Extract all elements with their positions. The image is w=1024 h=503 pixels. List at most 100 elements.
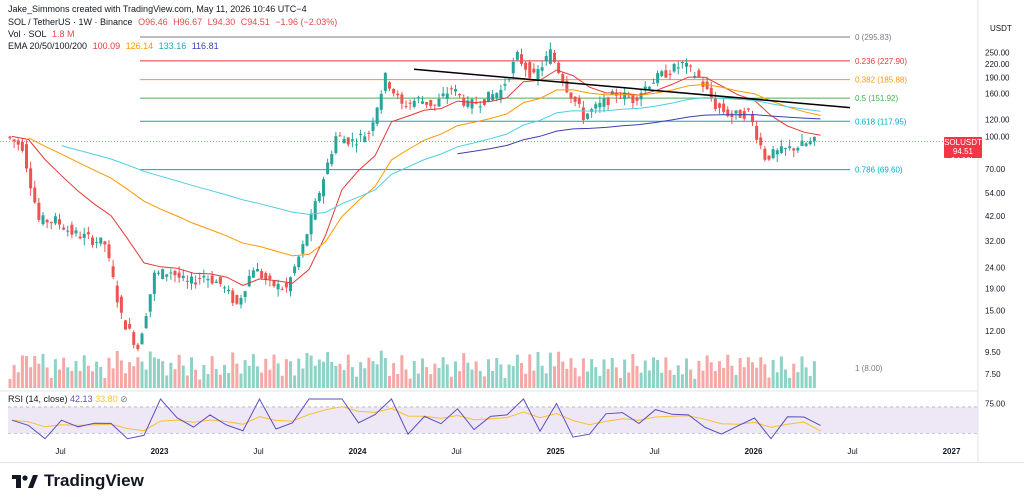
badge-countdown: 6d 10h [950, 156, 976, 165]
volume-bar [322, 361, 325, 388]
volume-bar [25, 356, 28, 388]
price-axis-tick: 42.00 [985, 212, 1006, 221]
volume-bar [664, 357, 668, 388]
price-axis-tick: 54.00 [985, 189, 1006, 198]
candle-body [590, 109, 594, 112]
symbol-legend[interactable]: SOL / TetherUS · 1W · Binance O96.46 H96… [8, 17, 340, 27]
volume-bar [808, 375, 812, 388]
volume-bar [660, 372, 664, 388]
candle-body [478, 106, 482, 108]
volume-bar [705, 355, 709, 388]
time-axis-tick: 2027 [943, 447, 961, 456]
volume-bar [293, 375, 297, 388]
volume-bar [718, 361, 721, 388]
volume-bar [136, 357, 140, 388]
volume-bar [619, 377, 622, 388]
candle-body [759, 137, 763, 146]
volume-bar [449, 376, 453, 388]
volume-bar [289, 361, 292, 388]
candle-body [119, 296, 123, 313]
candle-body [553, 52, 556, 62]
volume-bar [672, 374, 676, 388]
volume-bar [557, 351, 561, 388]
price-pane[interactable]: 0 (295.83) 0.236 (227.90) 0.382 (185.88) 0.… [0, 33, 978, 373]
volume-bar [161, 361, 165, 388]
volume-bar [103, 378, 107, 388]
eye-off-icon[interactable]: ⊘ [120, 394, 128, 404]
rsi-label: RSI (14, close) [8, 394, 68, 404]
volume-bar [350, 367, 354, 388]
volume-bar [367, 357, 371, 388]
candle-body [383, 72, 387, 91]
rsi-ma-value: 33.80 [95, 394, 118, 404]
volume-bar [235, 363, 239, 388]
ohlc-high: H96.67 [173, 17, 203, 27]
chart-canvas[interactable]: 0 (295.83) 0.236 (227.90) 0.382 (185.88) 0.… [0, 0, 1024, 462]
volume-bar [581, 358, 585, 388]
volume-bar [115, 351, 119, 388]
volume-bar [268, 369, 272, 388]
volume-bar [231, 352, 235, 388]
tradingview-logo[interactable]: TradingView [12, 471, 144, 491]
candle-body [767, 155, 771, 160]
volume-bar [421, 358, 424, 388]
ema100-value: 133.16 [158, 41, 187, 51]
candle-body [202, 275, 206, 278]
volume-bar [16, 372, 20, 388]
candle-body [606, 97, 610, 106]
volume-bar [82, 355, 86, 388]
candle-body [293, 266, 297, 274]
candle-body [433, 104, 437, 106]
volume-bar [342, 370, 346, 388]
volume-bar [297, 358, 301, 388]
candle-body [656, 72, 660, 84]
candle-body [317, 192, 321, 201]
candle-body [779, 146, 783, 153]
rsi-legend[interactable]: RSI (14, close) 42.13 33.80 ⊘ [8, 394, 128, 405]
volume-legend[interactable]: Vol · SOL 1.8 M [8, 29, 78, 39]
candle-body [223, 287, 226, 289]
volume-bar [227, 373, 231, 388]
volume-bar [507, 364, 511, 388]
volume-bar [169, 362, 173, 388]
candle-body [639, 93, 643, 100]
volume-bar [404, 369, 408, 388]
candle-body [429, 99, 433, 107]
volume-bar [429, 374, 433, 388]
volume-bar [247, 365, 251, 388]
candle-body [235, 295, 239, 304]
price-axis-tick: 24.00 [985, 263, 1006, 272]
volume-bar [445, 364, 449, 388]
volume-bar [627, 372, 631, 388]
volume-bar [392, 363, 396, 388]
volume-bar [157, 358, 160, 388]
volume-bar [569, 358, 573, 388]
candle-body [660, 71, 664, 77]
volume-bar [792, 363, 796, 388]
candle-body [33, 187, 37, 203]
time-axis[interactable]: Jul 2023 Jul 2024 Jul 2025 Jul 2026 Jul 2027 [55, 447, 961, 456]
volume-bar [437, 367, 441, 388]
price-axis-unit: USDT [990, 24, 1012, 33]
volume-bar [124, 373, 127, 388]
candle-body [49, 222, 53, 224]
candle-body [470, 99, 474, 109]
volume-bar [326, 351, 330, 388]
candle-body [305, 234, 309, 246]
rsi-pane[interactable] [0, 390, 978, 440]
volume-bar [680, 374, 684, 388]
candle-body [152, 272, 156, 294]
time-axis-tick: Jul [649, 447, 659, 456]
volume-bar [751, 362, 754, 388]
volume-bar [577, 376, 581, 388]
candle-body [487, 91, 490, 102]
price-axis[interactable]: USDT 250.00 220.00 190.00 160.00 120.00 100.00… [977, 0, 1012, 462]
volume-bar [305, 353, 309, 388]
volume-bar [693, 378, 697, 388]
candle-body [631, 95, 635, 104]
ema-legend[interactable]: EMA 20/50/100/200 100.09 126.14 133.16 1… [8, 41, 222, 51]
volume-bar [474, 361, 478, 388]
volume-bar [503, 377, 507, 388]
volume-value: 1.8 M [52, 29, 75, 39]
candle-body [808, 141, 812, 145]
